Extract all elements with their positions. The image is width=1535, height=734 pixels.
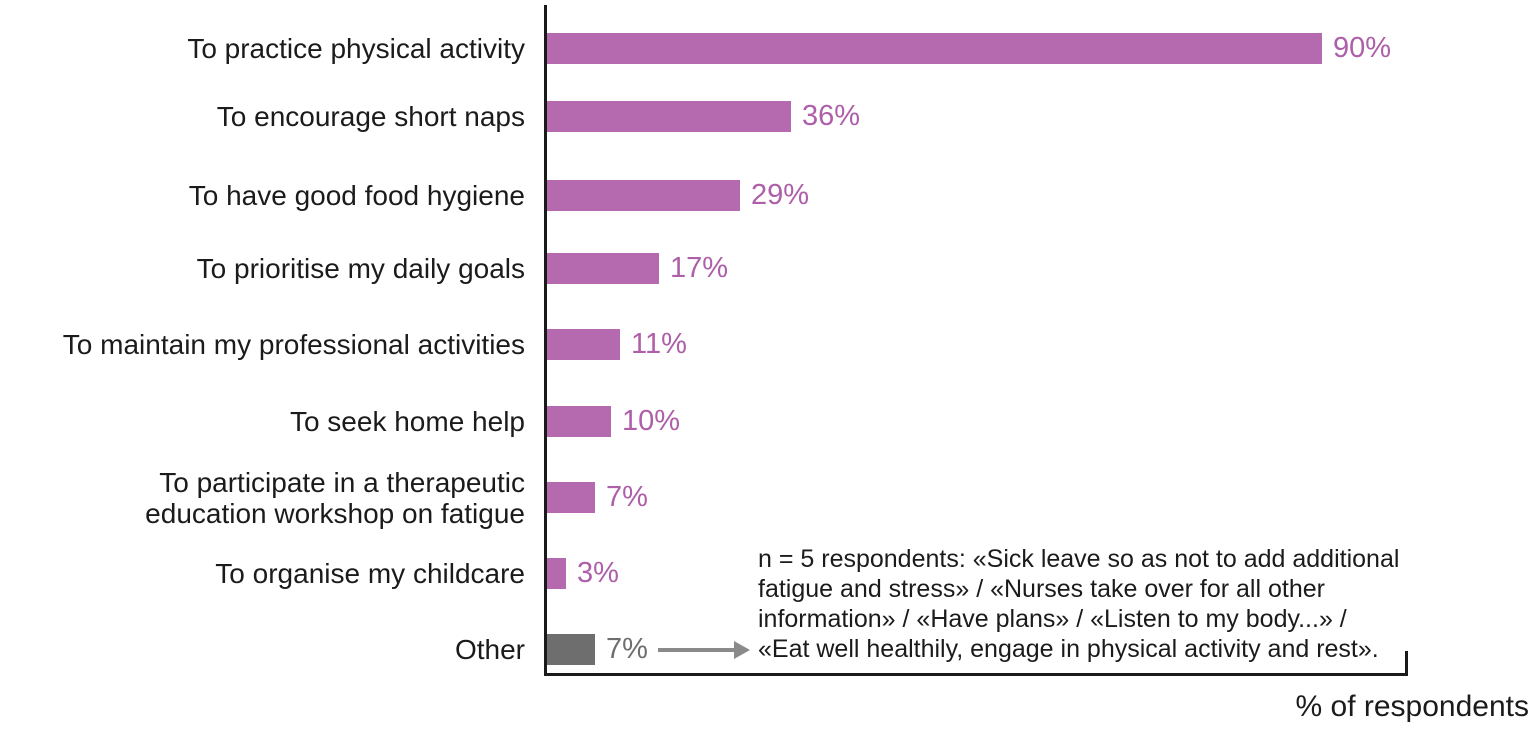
bar bbox=[547, 558, 566, 589]
category-label: To seek home help bbox=[289, 406, 525, 437]
annotation-line: fatigue and stress» / «Nurses take over … bbox=[758, 575, 1325, 603]
annotation-line: n = 5 respondents: «Sick leave so as not… bbox=[758, 545, 1400, 573]
bar-row: To have good food hygiene 29% bbox=[0, 180, 1535, 211]
category-label: To practice physical activity bbox=[187, 33, 525, 64]
x-axis-label: % of respondents bbox=[1295, 690, 1529, 723]
bar bbox=[547, 180, 740, 211]
value-label: 10% bbox=[622, 405, 681, 437]
bar bbox=[547, 634, 595, 665]
value-label: 36% bbox=[802, 100, 861, 132]
value-label: 7% bbox=[606, 481, 648, 513]
bar-row: To organise my childcare 3% bbox=[0, 558, 1535, 589]
value-label: 11% bbox=[631, 328, 687, 360]
value-label: 3% bbox=[577, 557, 619, 589]
bar bbox=[547, 482, 595, 513]
category-label: To organise my childcare bbox=[215, 558, 525, 589]
bar bbox=[547, 33, 1322, 64]
category-label: To prioritise my daily goals bbox=[196, 253, 525, 284]
other-responses-annotation: n = 5 respondents: «Sick leave so as not… bbox=[758, 544, 1438, 664]
bar-row: To maintain my professional activities 11… bbox=[0, 329, 1535, 360]
bar-row: To participate in a therapeutic educatio… bbox=[0, 467, 1535, 529]
bar-row: To practice physical activity 90% bbox=[0, 33, 1535, 64]
bar-row: To seek home help 10% bbox=[0, 406, 1535, 437]
category-label: To maintain my professional activities bbox=[62, 329, 525, 360]
value-label: 29% bbox=[751, 179, 810, 211]
category-label: To have good food hygiene bbox=[188, 180, 525, 211]
y-axis-line bbox=[544, 5, 547, 676]
arrow-right-icon bbox=[657, 640, 750, 659]
value-label: 90% bbox=[1333, 32, 1392, 64]
x-axis-end-tick bbox=[1405, 651, 1408, 676]
x-axis-line bbox=[544, 673, 1408, 676]
bar bbox=[547, 406, 611, 437]
value-label: 7% bbox=[606, 633, 648, 665]
bar bbox=[547, 253, 659, 284]
value-label: 17% bbox=[670, 252, 729, 284]
category-label: Other bbox=[454, 634, 525, 665]
annotation-line: «Eat well healthily, engage in physical … bbox=[758, 635, 1379, 663]
annotation-line: information» / «Have plans» / «Listen to… bbox=[758, 605, 1347, 633]
bar-row: To encourage short naps 36% bbox=[0, 101, 1535, 132]
bar-row: To prioritise my daily goals 17% bbox=[0, 253, 1535, 284]
bar bbox=[547, 329, 620, 360]
bar-row: Other 7% bbox=[0, 634, 1535, 665]
category-label: To encourage short naps bbox=[216, 101, 525, 132]
bar bbox=[547, 101, 791, 132]
category-label: To participate in a therapeutic educatio… bbox=[145, 466, 525, 529]
